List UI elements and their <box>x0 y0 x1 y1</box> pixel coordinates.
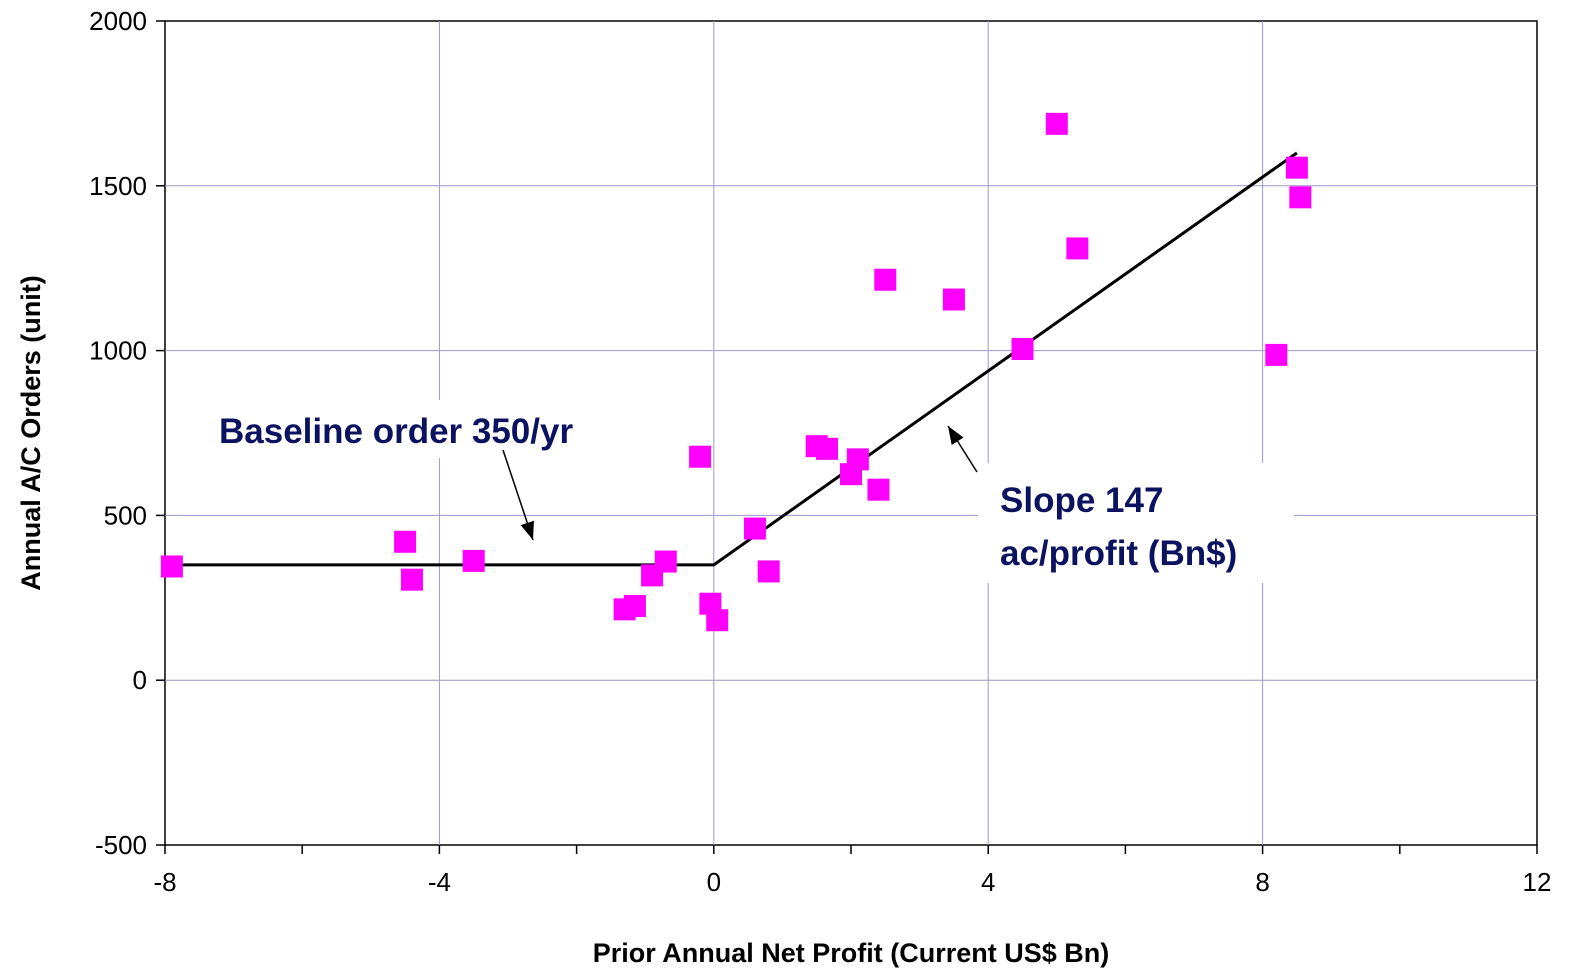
data-point <box>743 517 766 540</box>
x-tick-label: -4 <box>428 867 451 897</box>
data-point <box>874 268 897 291</box>
x-tick-label: 0 <box>707 867 721 897</box>
x-tick-label: 8 <box>1255 867 1269 897</box>
annotation-backgrounds <box>210 400 1294 583</box>
data-point <box>942 288 965 311</box>
baseline-annotation-box <box>210 400 655 458</box>
axes <box>156 20 1538 854</box>
y-tick-label: 2000 <box>89 6 147 36</box>
data-point <box>706 609 729 632</box>
y-tick-label: 1000 <box>89 336 147 366</box>
slope-arrow-head <box>948 426 964 445</box>
x-tick-labels: -8 -4 0 4 8 12 <box>153 867 1551 897</box>
x-tick-label: -8 <box>153 867 176 897</box>
annotation-arrows <box>502 425 978 541</box>
data-point <box>1289 186 1312 209</box>
x-axis-title: Prior Annual Net Profit (Current US$ Bn) <box>593 938 1110 968</box>
data-point <box>1011 337 1034 360</box>
slope-annotation-box <box>978 463 1294 583</box>
data-point <box>1265 343 1288 366</box>
baseline-arrow-head <box>520 520 534 540</box>
data-point <box>654 550 677 573</box>
annotation-slope-line2: ac/profit (Bn$) <box>1000 534 1237 573</box>
data-point <box>689 445 712 468</box>
data-point <box>623 595 646 618</box>
y-tick-labels: -500 0 500 1000 1500 2000 <box>89 6 147 860</box>
fit-line-group <box>165 151 1298 567</box>
y-tick-label: 500 <box>104 500 147 530</box>
data-point <box>400 568 423 591</box>
annotation-baseline: Baseline order 350/yr <box>219 412 573 451</box>
data-point <box>1045 112 1068 135</box>
gridlines <box>165 21 1537 845</box>
data-point <box>815 437 838 460</box>
y-axis-title: Annual A/C Orders (unit) <box>16 275 46 591</box>
x-tick-label: 12 <box>1523 867 1552 897</box>
y-tick-label: 0 <box>133 665 147 695</box>
annotation-slope-line1: Slope 147 <box>1000 481 1163 520</box>
data-point <box>846 448 869 471</box>
data-point <box>160 555 183 578</box>
y-tick-label: -500 <box>95 830 147 860</box>
data-point <box>394 530 417 553</box>
data-point <box>867 478 890 501</box>
data-point <box>757 560 780 583</box>
data-point <box>462 549 485 572</box>
data-point <box>1066 237 1089 260</box>
y-tick-label: 1500 <box>89 171 147 201</box>
data-point <box>1285 156 1308 179</box>
fit-line <box>165 151 1298 567</box>
data-points <box>160 112 1312 632</box>
x-tick-label: 4 <box>981 867 995 897</box>
